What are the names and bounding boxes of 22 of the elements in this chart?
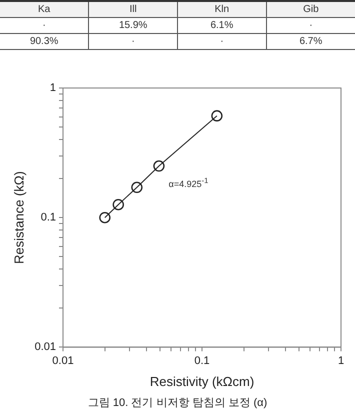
- category-label: Gib: [266, 1, 355, 18]
- x-axis-title: Resistivity (kΩcm): [150, 374, 254, 389]
- text: ·: [88, 34, 178, 50]
- annotation: α=4.925$^{-1}$: [168, 176, 208, 190]
- text: ·: [0, 18, 89, 34]
- text: ·: [178, 34, 266, 50]
- x-tick-label: 0.01: [52, 354, 74, 367]
- text: 90.3%: [0, 34, 89, 50]
- category-label: Kln: [178, 1, 266, 18]
- text: 6.1%: [178, 18, 266, 34]
- category-label: Ka: [0, 1, 89, 18]
- y-tick-label: 0.1: [40, 212, 56, 224]
- text: 15.9%: [88, 18, 178, 34]
- category-label: Ill: [88, 1, 178, 18]
- text: 6.7%: [266, 34, 355, 50]
- x-tick-label: 1: [338, 354, 344, 367]
- y-tick-label: 0.01: [34, 341, 56, 354]
- x-tick-label: 0.1: [194, 354, 210, 367]
- caption: 그림 10. 전기 비저항 탐침의 보정 (α): [86, 396, 268, 410]
- y-tick-label: 1: [50, 82, 56, 94]
- text: ·: [266, 18, 355, 34]
- y-axis-title: Resistance (kΩ): [11, 171, 26, 264]
